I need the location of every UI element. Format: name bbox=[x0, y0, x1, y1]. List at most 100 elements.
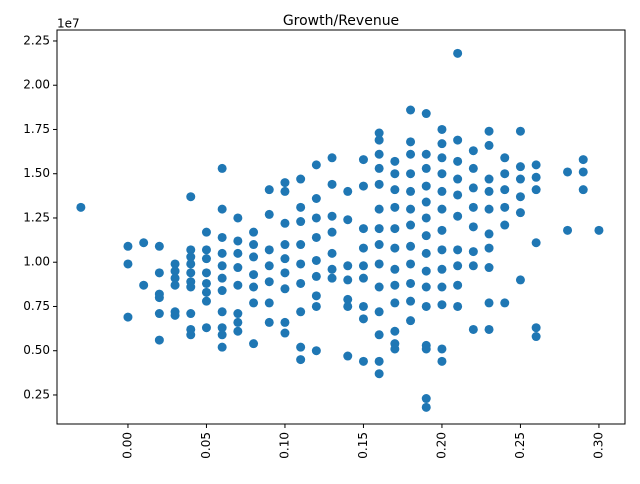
scatter-point bbox=[76, 202, 86, 212]
scatter-point bbox=[421, 266, 431, 276]
scatter-point bbox=[390, 224, 400, 234]
y-tick-label: 1.25 bbox=[23, 210, 50, 224]
scatter-point bbox=[233, 317, 243, 327]
scatter-point bbox=[264, 245, 274, 255]
scatter-point bbox=[500, 220, 510, 230]
scatter-point bbox=[217, 342, 227, 352]
scatter-point bbox=[343, 186, 353, 196]
scatter-point bbox=[406, 296, 416, 306]
scatter-point bbox=[327, 153, 337, 163]
scatter-point bbox=[453, 211, 463, 221]
scatter-point bbox=[390, 344, 400, 354]
scatter-point bbox=[264, 277, 274, 287]
scatter-point bbox=[343, 275, 353, 285]
scatter-point bbox=[186, 309, 196, 319]
scatter-point bbox=[154, 241, 164, 251]
scatter-point bbox=[390, 326, 400, 336]
plot-frame bbox=[56, 29, 626, 425]
scatter-point bbox=[233, 309, 243, 319]
scatter-point bbox=[453, 261, 463, 271]
scatter-point bbox=[390, 264, 400, 274]
scatter-point bbox=[515, 275, 525, 285]
scatter-point bbox=[421, 197, 431, 207]
scatter-point bbox=[358, 273, 368, 283]
scatter-point bbox=[217, 323, 227, 333]
y-offset-label: 1e7 bbox=[57, 17, 80, 31]
scatter-point bbox=[374, 135, 384, 145]
scatter-point bbox=[421, 149, 431, 159]
scatter-point bbox=[201, 323, 211, 333]
scatter-point bbox=[280, 328, 290, 338]
y-tick-label: 0.50 bbox=[23, 343, 50, 357]
scatter-point bbox=[201, 268, 211, 278]
scatter-point bbox=[406, 316, 416, 326]
scatter-point bbox=[453, 280, 463, 290]
scatter-point bbox=[249, 252, 259, 262]
scatter-point bbox=[249, 270, 259, 280]
scatter-point bbox=[296, 217, 306, 227]
scatter-point bbox=[170, 310, 180, 320]
scatter-point bbox=[296, 240, 306, 250]
scatter-point bbox=[201, 287, 211, 297]
scatter-point bbox=[421, 109, 431, 119]
scatter-point bbox=[233, 263, 243, 273]
scatter-point bbox=[484, 243, 494, 253]
scatter-point bbox=[374, 179, 384, 189]
scatter-point bbox=[453, 48, 463, 58]
scatter-point bbox=[374, 369, 384, 379]
scatter-point bbox=[170, 259, 180, 269]
x-tick-label: 0.30 bbox=[591, 432, 605, 459]
scatter-point bbox=[296, 202, 306, 212]
scatter-point bbox=[201, 278, 211, 288]
scatter-point bbox=[233, 213, 243, 223]
scatter-point bbox=[201, 227, 211, 237]
scatter-point bbox=[468, 247, 478, 257]
scatter-point bbox=[500, 202, 510, 212]
scatter-point bbox=[374, 356, 384, 366]
scatter-point bbox=[437, 264, 447, 274]
y-tick-label: 2.25 bbox=[23, 33, 50, 47]
scatter-point bbox=[280, 186, 290, 196]
scatter-point bbox=[343, 215, 353, 225]
y-tick-label: 1.75 bbox=[23, 122, 50, 136]
scatter-point bbox=[327, 227, 337, 237]
scatter-point bbox=[390, 298, 400, 308]
scatter-point bbox=[421, 402, 431, 412]
y-tick-label: 2.00 bbox=[23, 78, 50, 92]
scatter-point bbox=[374, 282, 384, 292]
scatter-point bbox=[421, 394, 431, 404]
scatter-point bbox=[358, 261, 368, 271]
scatter-point bbox=[374, 224, 384, 234]
scatter-point bbox=[358, 224, 368, 234]
scatter-point bbox=[311, 213, 321, 223]
scatter-point bbox=[327, 179, 337, 189]
scatter-point bbox=[139, 280, 149, 290]
scatter-point bbox=[343, 261, 353, 271]
scatter-point bbox=[311, 346, 321, 356]
scatter-point bbox=[500, 185, 510, 195]
scatter-point bbox=[358, 314, 368, 324]
scatter-point bbox=[311, 291, 321, 301]
scatter-point bbox=[311, 160, 321, 170]
scatter-point bbox=[437, 300, 447, 310]
scatter-point bbox=[343, 294, 353, 304]
scatter-point bbox=[154, 309, 164, 319]
scatter-point bbox=[421, 301, 431, 311]
scatter-point bbox=[233, 280, 243, 290]
x-tick-label: 0.05 bbox=[199, 432, 213, 459]
scatter-point bbox=[437, 282, 447, 292]
scatter-point bbox=[468, 261, 478, 271]
scatter-point bbox=[296, 259, 306, 269]
scatter-point bbox=[201, 296, 211, 306]
scatter-point bbox=[468, 222, 478, 232]
scatter-point bbox=[358, 243, 368, 253]
scatter-point bbox=[594, 225, 604, 235]
scatter-point bbox=[264, 185, 274, 195]
scatter-point bbox=[374, 307, 384, 317]
scatter-point bbox=[437, 124, 447, 134]
scatter-point bbox=[139, 238, 149, 248]
scatter-point bbox=[406, 105, 416, 115]
scatter-point bbox=[280, 218, 290, 228]
scatter-point bbox=[453, 135, 463, 145]
scatter-point bbox=[421, 163, 431, 173]
